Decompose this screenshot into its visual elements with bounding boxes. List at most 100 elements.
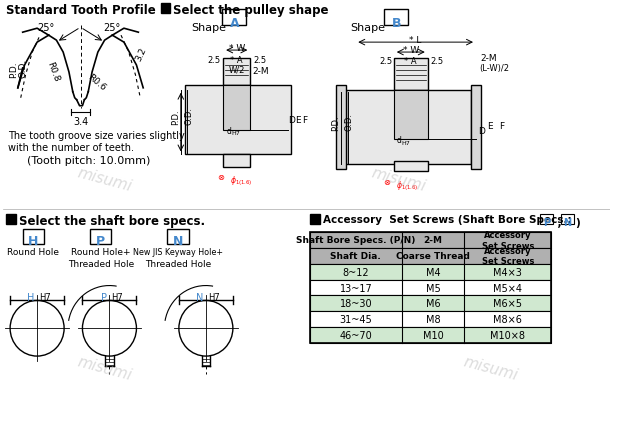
Text: O.D.: O.D. xyxy=(185,106,194,124)
Bar xyxy=(223,86,250,130)
Bar xyxy=(394,59,428,91)
Bar xyxy=(6,215,16,224)
Text: ,: , xyxy=(554,218,565,227)
Text: H7: H7 xyxy=(39,293,51,302)
Text: M5: M5 xyxy=(426,283,440,293)
Bar xyxy=(346,91,471,165)
Text: N: N xyxy=(173,234,183,247)
Text: (L-W)/2: (L-W)/2 xyxy=(479,64,509,73)
Text: 3.2: 3.2 xyxy=(133,46,148,63)
Text: 46~70: 46~70 xyxy=(340,330,372,341)
Text: R0.8: R0.8 xyxy=(46,60,61,83)
Bar xyxy=(394,91,428,140)
Bar xyxy=(310,232,551,344)
Text: Shaft Dia.: Shaft Dia. xyxy=(330,252,381,261)
Text: W/2: W/2 xyxy=(228,66,245,75)
Text: 25°: 25° xyxy=(37,23,55,33)
Text: Accessory  Set Screws (Shaft Bore Specs.:: Accessory Set Screws (Shaft Bore Specs.: xyxy=(323,215,571,224)
Text: Round Hole+: Round Hole+ xyxy=(71,247,130,256)
Bar xyxy=(540,215,553,224)
Text: misumi: misumi xyxy=(370,166,428,194)
Text: d: d xyxy=(226,126,231,135)
Bar xyxy=(160,4,170,14)
Text: N: N xyxy=(196,293,203,303)
Text: H: H xyxy=(28,234,38,247)
Bar xyxy=(471,86,481,170)
Text: H7: H7 xyxy=(111,293,123,302)
Bar xyxy=(310,328,551,344)
Text: M10×8: M10×8 xyxy=(490,330,525,341)
Bar xyxy=(310,264,551,280)
Bar xyxy=(561,215,574,224)
Text: P: P xyxy=(543,218,550,227)
Text: Standard Tooth Profile: Standard Tooth Profile xyxy=(6,4,156,17)
Text: P.D.: P.D. xyxy=(331,115,340,130)
Text: 8~12: 8~12 xyxy=(343,267,369,277)
Bar xyxy=(223,155,250,168)
Bar xyxy=(384,10,408,26)
Text: A: A xyxy=(230,17,240,30)
Text: E: E xyxy=(487,121,493,130)
Text: misumi: misumi xyxy=(462,354,520,383)
Text: 2-M: 2-M xyxy=(252,67,269,76)
Text: 2-M: 2-M xyxy=(423,236,442,245)
Bar xyxy=(23,229,44,244)
Text: 31~45: 31~45 xyxy=(340,315,372,325)
Text: P: P xyxy=(96,234,105,247)
Text: P: P xyxy=(101,293,106,303)
Text: * A: * A xyxy=(230,56,243,65)
Text: 13~17: 13~17 xyxy=(340,283,372,293)
Text: M10: M10 xyxy=(423,330,443,341)
Text: $\phi_{1(1.6)}$: $\phi_{1(1.6)}$ xyxy=(396,178,418,192)
Text: Round Hole: Round Hole xyxy=(8,247,59,256)
Text: M8×6: M8×6 xyxy=(493,315,522,325)
Text: * A: * A xyxy=(404,57,417,66)
Text: P.D.: P.D. xyxy=(9,61,18,78)
Bar xyxy=(310,312,551,328)
Text: H7: H7 xyxy=(402,141,410,146)
Bar xyxy=(223,59,250,86)
Text: M4: M4 xyxy=(426,267,440,277)
Text: M4×3: M4×3 xyxy=(493,267,522,277)
Text: Threaded Hole: Threaded Hole xyxy=(145,259,211,268)
Bar xyxy=(310,248,551,264)
Text: Coarse Thread: Coarse Thread xyxy=(396,252,470,261)
Text: Shaft Bore Specs. (P/N): Shaft Bore Specs. (P/N) xyxy=(296,236,416,245)
Text: ): ) xyxy=(575,218,580,227)
Text: M8: M8 xyxy=(426,315,440,325)
Bar xyxy=(310,296,551,312)
Bar xyxy=(336,86,346,170)
Text: 2.5: 2.5 xyxy=(253,56,267,65)
Text: Select the shaft bore specs.: Select the shaft bore specs. xyxy=(19,215,205,227)
Text: (Tooth pitch: 10.0mm): (Tooth pitch: 10.0mm) xyxy=(28,156,151,166)
Text: H: H xyxy=(27,293,34,303)
Bar xyxy=(310,280,551,296)
Text: Shape: Shape xyxy=(191,23,226,33)
Text: * W: * W xyxy=(403,46,419,55)
Text: H7: H7 xyxy=(208,293,220,302)
Text: E: E xyxy=(296,115,301,124)
Text: Shape: Shape xyxy=(350,23,386,33)
Bar xyxy=(310,215,320,224)
Text: 25°: 25° xyxy=(104,23,121,33)
Text: D: D xyxy=(288,115,295,124)
Text: B: B xyxy=(392,17,401,30)
Text: M6×5: M6×5 xyxy=(493,299,522,309)
Text: 2-M: 2-M xyxy=(481,54,498,63)
Bar xyxy=(185,86,291,155)
Bar xyxy=(310,232,551,248)
Text: H7: H7 xyxy=(231,131,240,136)
Text: F: F xyxy=(303,115,308,124)
Bar xyxy=(222,10,247,26)
Text: New JIS Keyway Hole+: New JIS Keyway Hole+ xyxy=(133,247,223,256)
Text: 3.4: 3.4 xyxy=(73,117,88,126)
Text: F: F xyxy=(499,121,504,130)
Text: 2.5: 2.5 xyxy=(380,57,392,66)
Text: M6: M6 xyxy=(426,299,440,309)
Text: Accessory
Set Screws: Accessory Set Screws xyxy=(482,230,534,250)
Text: Accessory
Set Screws: Accessory Set Screws xyxy=(482,246,534,266)
Text: 2.5: 2.5 xyxy=(207,56,220,65)
Text: P.D.: P.D. xyxy=(172,109,181,124)
Text: M5×4: M5×4 xyxy=(493,283,522,293)
Text: $\phi_{1(1.6)}$: $\phi_{1(1.6)}$ xyxy=(230,174,253,187)
